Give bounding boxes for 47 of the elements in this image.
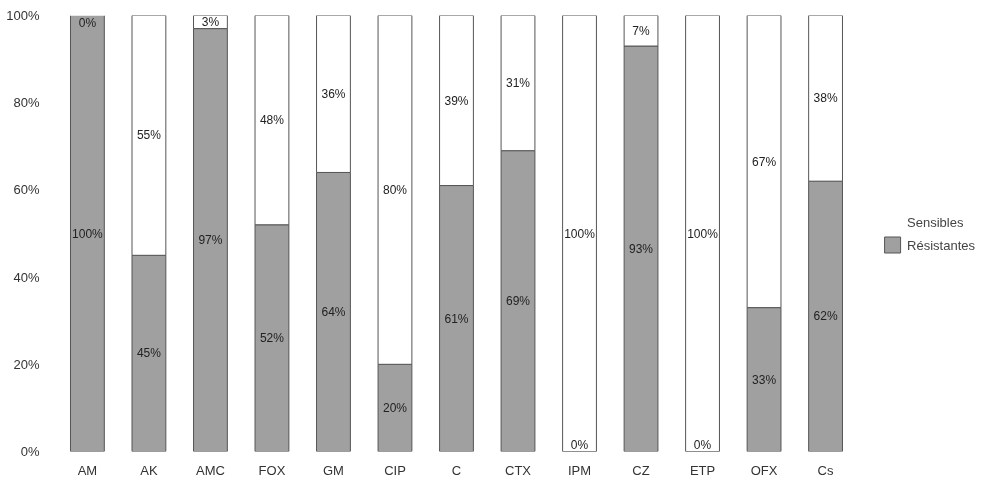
- data-label: 67%: [752, 154, 777, 169]
- y-tick-label: 60%: [13, 182, 40, 198]
- data-label: 69%: [505, 294, 531, 309]
- x-tick-label: C: [451, 462, 462, 478]
- data-label: 0%: [78, 15, 97, 30]
- data-label: 80%: [382, 182, 408, 197]
- x-tick-label: CIP: [384, 462, 406, 478]
- data-label: 3%: [201, 15, 220, 30]
- data-label: 36%: [321, 86, 346, 101]
- data-label: 100%: [564, 226, 596, 241]
- data-label: 48%: [259, 113, 285, 128]
- data-label: 7%: [632, 23, 651, 38]
- x-tick-label: CTX: [505, 462, 532, 478]
- data-label: 93%: [629, 241, 654, 256]
- y-tick-label: 80%: [13, 95, 40, 111]
- data-label: 61%: [444, 311, 469, 326]
- x-tick-label: CZ: [632, 462, 650, 478]
- legend-label: Résistantes: [907, 237, 975, 252]
- y-tick-label: 100%: [6, 8, 40, 23]
- x-tick-label: GM: [322, 462, 344, 478]
- x-tick-label: Cs: [817, 462, 835, 478]
- data-label: 0%: [693, 437, 712, 452]
- data-label: 45%: [136, 346, 162, 361]
- x-tick-label: AM: [77, 462, 98, 478]
- data-label: 97%: [198, 233, 223, 248]
- data-label: 39%: [444, 93, 469, 108]
- y-tick-label: 20%: [13, 356, 40, 372]
- x-tick-label: AMC: [195, 462, 225, 478]
- data-label: 100%: [687, 226, 719, 241]
- x-tick-label: AK: [140, 462, 158, 478]
- data-label: 55%: [136, 128, 162, 143]
- x-tick-label: OFX: [750, 462, 778, 478]
- data-label: 100%: [72, 226, 104, 241]
- x-tick-label: FOX: [258, 462, 286, 478]
- data-label: 20%: [382, 400, 408, 415]
- data-label: 64%: [321, 304, 346, 319]
- y-tick-label: 40%: [13, 269, 40, 285]
- data-label: 52%: [259, 331, 285, 346]
- x-tick-label: IPM: [567, 462, 592, 478]
- data-label: 31%: [505, 76, 531, 91]
- data-label: 62%: [813, 309, 838, 324]
- data-label: 33%: [752, 372, 777, 387]
- data-label: 38%: [813, 91, 838, 106]
- x-tick-label: ETP: [689, 462, 716, 478]
- y-tick-label: 0%: [20, 444, 40, 459]
- data-label: 0%: [570, 437, 589, 452]
- text: Sensibles: [907, 214, 964, 229]
